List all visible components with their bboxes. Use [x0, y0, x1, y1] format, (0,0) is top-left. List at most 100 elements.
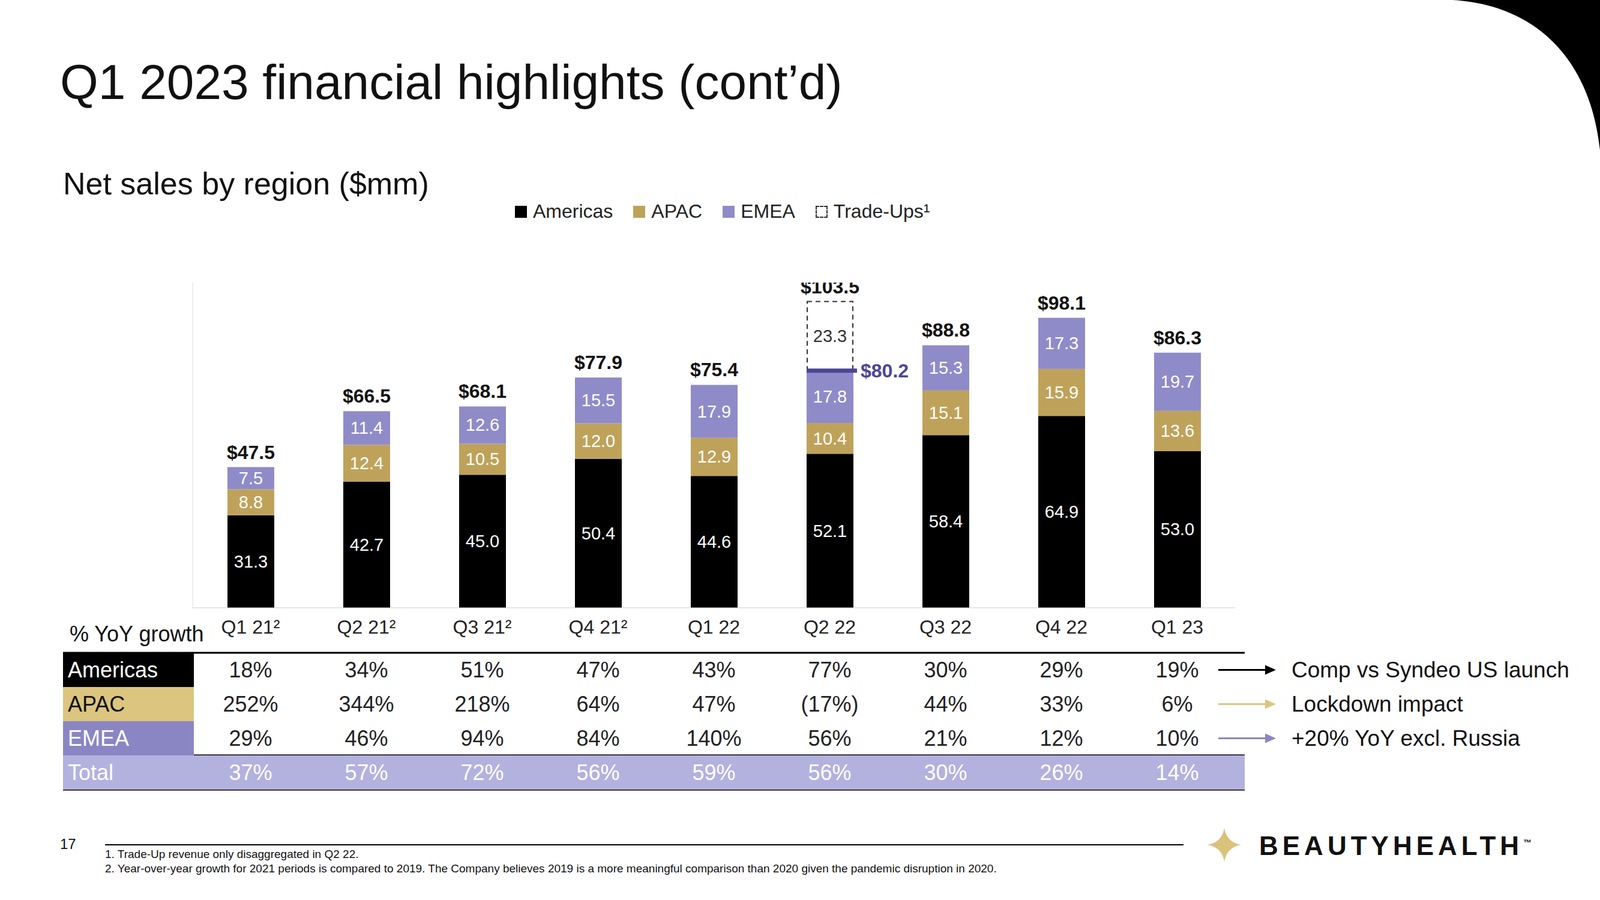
svg-text:31.3: 31.3 — [234, 552, 268, 572]
svg-text:42.7: 42.7 — [349, 535, 384, 555]
svg-text:$47.5: $47.5 — [226, 441, 275, 464]
html-text:EMEA: EMEA — [740, 200, 796, 223]
html-text:57%: 57% — [344, 760, 388, 785]
html-text:26%: 26% — [1039, 760, 1083, 785]
svg-text:Q4 21²: Q4 21² — [568, 616, 628, 638]
html-text:218%: 218% — [454, 691, 510, 717]
html-text:77%: 77% — [808, 657, 852, 683]
html-text:10%: 10% — [1155, 726, 1199, 751]
html-text:94%: 94% — [460, 726, 504, 751]
html-text:+20% YoY excl. Russia: +20% YoY excl. Russia — [1291, 726, 1521, 751]
html-text:84%: 84% — [576, 726, 620, 751]
html-text:APAC: APAC — [67, 691, 126, 717]
svg-text:7.5: 7.5 — [238, 468, 263, 488]
html-text:34%: 34% — [344, 657, 388, 683]
svg-text:$86.3: $86.3 — [1153, 327, 1202, 349]
html-text:252%: 252% — [222, 691, 279, 717]
html-text:EMEA: EMEA — [67, 726, 130, 751]
html-text:Q1 2023 financial highlights (: Q1 2023 financial highlights (cont’d) — [60, 54, 843, 110]
html-text:46%: 46% — [344, 726, 388, 751]
html-text:APAC: APAC — [651, 200, 703, 223]
svg-text:$88.8: $88.8 — [921, 319, 970, 341]
svg-text:12.6: 12.6 — [465, 415, 500, 435]
html-text:344%: 344% — [338, 691, 394, 717]
html-text:(17%): (17%) — [800, 691, 859, 717]
html-text:33%: 33% — [1039, 691, 1083, 717]
html-text:43%: 43% — [692, 657, 736, 683]
html-text:56%: 56% — [576, 760, 620, 785]
svg-text:15.9: 15.9 — [1044, 382, 1079, 403]
html-text:47%: 47% — [576, 657, 620, 683]
svg-text:45.0: 45.0 — [465, 531, 500, 551]
html-text:19%: 19% — [1155, 657, 1199, 683]
svg-text:11.4: 11.4 — [350, 418, 383, 438]
html-text:72%: 72% — [460, 760, 504, 785]
svg-text:Q1 21²: Q1 21² — [221, 616, 281, 638]
html-text:56%: 56% — [808, 726, 852, 751]
svg-text:44.6: 44.6 — [697, 532, 731, 552]
svg-text:17.8: 17.8 — [813, 387, 847, 407]
html-text:21%: 21% — [923, 726, 968, 751]
html-text:12%: 12% — [1039, 726, 1083, 751]
svg-text:Q4 22: Q4 22 — [1035, 616, 1088, 638]
svg-text:12.0: 12.0 — [581, 431, 616, 451]
html-text:37%: 37% — [228, 760, 273, 785]
html-text:51%: 51% — [460, 657, 504, 683]
html-text:Total: Total — [67, 760, 114, 785]
svg-text:Q2 21²: Q2 21² — [337, 616, 397, 638]
svg-text:17.3: 17.3 — [1044, 333, 1079, 353]
svg-text:19.7: 19.7 — [1160, 372, 1195, 392]
html-text:6%: 6% — [1161, 691, 1193, 717]
html-text:Trade-Ups¹: Trade-Ups¹ — [833, 200, 930, 223]
html-text:Americas: Americas — [532, 200, 613, 223]
svg-text:23.3: 23.3 — [813, 326, 847, 346]
svg-text:Q3 21²: Q3 21² — [453, 616, 512, 638]
svg-text:Q1 23: Q1 23 — [1151, 616, 1204, 638]
svg-text:Q3 22: Q3 22 — [919, 616, 972, 638]
svg-text:12.9: 12.9 — [697, 447, 731, 467]
html-text:% YoY growth: % YoY growth — [69, 621, 204, 647]
svg-text:$68.1: $68.1 — [458, 380, 507, 403]
svg-text:10.4: 10.4 — [813, 429, 847, 449]
html-text:30%: 30% — [923, 657, 968, 683]
svg-text:$66.5: $66.5 — [342, 385, 391, 407]
svg-text:15.1: 15.1 — [929, 403, 963, 423]
html-text:BEAUTYHEALTH: BEAUTYHEALTH — [1259, 831, 1524, 861]
html-text:64%: 64% — [576, 691, 620, 717]
svg-text:15.5: 15.5 — [581, 390, 616, 410]
html-text:14%: 14% — [1155, 760, 1199, 785]
html-text:Net sales by region ($mm): Net sales by region ($mm) — [63, 166, 429, 202]
html-text:29%: 29% — [1039, 657, 1083, 683]
html-text:29%: 29% — [228, 726, 273, 751]
html-text:47%: 47% — [692, 691, 736, 717]
svg-text:58.4: 58.4 — [929, 511, 963, 532]
html-text:56%: 56% — [808, 760, 852, 785]
html-text:Comp vs Syndeo US launch: Comp vs Syndeo US launch — [1291, 657, 1570, 683]
html-text:17: 17 — [60, 836, 77, 853]
svg-text:50.4: 50.4 — [581, 523, 616, 544]
svg-text:13.6: 13.6 — [1160, 421, 1195, 441]
svg-text:12.4: 12.4 — [349, 453, 384, 473]
svg-text:53.0: 53.0 — [1160, 519, 1195, 539]
html-text:59%: 59% — [692, 760, 736, 785]
html-text:2. Year-over-year growth for 2: 2. Year-over-year growth for 2021 period… — [105, 862, 997, 876]
html-text:44%: 44% — [923, 691, 968, 717]
svg-text:$75.4: $75.4 — [690, 358, 739, 381]
html-text:18%: 18% — [228, 657, 273, 683]
svg-text:17.9: 17.9 — [697, 402, 731, 422]
html-text:30%: 30% — [923, 760, 968, 785]
svg-text:Q1 22: Q1 22 — [687, 616, 740, 638]
svg-text:$98.1: $98.1 — [1037, 292, 1086, 314]
svg-text:$80.2: $80.2 — [860, 360, 909, 382]
html-text:140%: 140% — [686, 726, 742, 751]
svg-text:Q2 22: Q2 22 — [803, 616, 856, 638]
svg-text:15.3: 15.3 — [929, 358, 963, 378]
svg-text:$77.9: $77.9 — [574, 351, 623, 374]
svg-text:$103.5: $103.5 — [800, 282, 860, 298]
svg-text:52.1: 52.1 — [813, 521, 847, 541]
html-text:Lockdown impact: Lockdown impact — [1291, 691, 1464, 717]
svg-text:8.8: 8.8 — [238, 492, 263, 512]
svg-text:10.5: 10.5 — [465, 449, 500, 469]
html-text:Americas: Americas — [67, 657, 158, 683]
svg-text:64.9: 64.9 — [1044, 502, 1079, 522]
